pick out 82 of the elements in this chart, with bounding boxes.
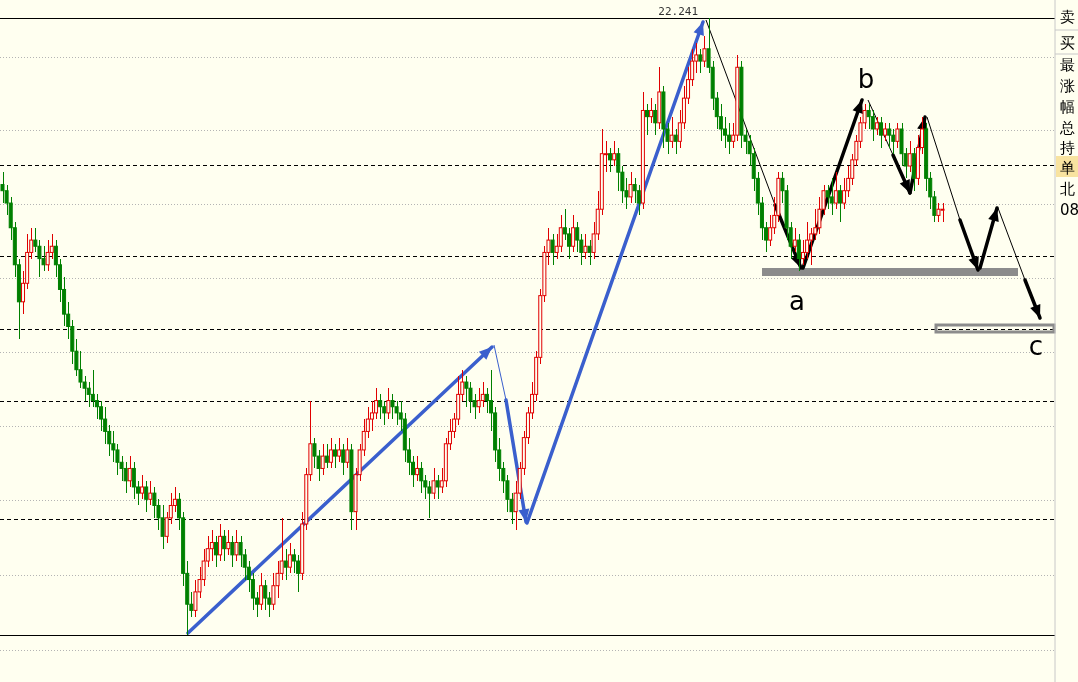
candlestick — [907, 140, 912, 173]
candlestick — [140, 474, 145, 500]
candlestick — [673, 128, 678, 155]
text: 持 — [1060, 139, 1075, 157]
candlestick — [829, 177, 834, 216]
text: 幅 — [1060, 98, 1075, 116]
candlestick — [271, 572, 276, 611]
candlestick — [583, 233, 588, 260]
candlestick — [148, 480, 153, 506]
candlestick — [193, 579, 198, 618]
annotation: b — [857, 64, 875, 94]
text: 北 — [1060, 180, 1075, 198]
candlestick — [940, 202, 945, 223]
candlestick — [575, 221, 580, 253]
candlestick — [484, 387, 489, 414]
candlestick — [127, 455, 132, 488]
candlestick — [45, 239, 50, 272]
candlestick — [419, 461, 424, 494]
candlestick — [768, 214, 773, 247]
candlestick — [230, 535, 235, 568]
candlestick — [378, 393, 383, 420]
candlestick — [632, 177, 637, 204]
candlestick — [337, 437, 342, 463]
text: 总 — [1059, 119, 1075, 137]
candlestick — [345, 437, 350, 469]
candlestick — [390, 393, 395, 420]
candlestick — [291, 548, 296, 574]
text: 08 — [1060, 201, 1078, 219]
candlestick — [238, 535, 243, 568]
candlestick — [287, 542, 292, 574]
candlestick — [653, 103, 658, 136]
candlestick — [800, 239, 805, 266]
candlestick — [833, 171, 838, 210]
candlestick — [90, 369, 95, 408]
candlestick — [333, 443, 338, 469]
candlestick — [616, 147, 621, 192]
candlestick — [612, 140, 617, 167]
candlestick — [628, 171, 633, 204]
candlestick — [431, 467, 436, 500]
text: 最 — [1060, 56, 1075, 74]
candlestick — [669, 116, 674, 149]
annotation: a — [789, 286, 805, 316]
candlestick — [222, 529, 227, 562]
candlestick — [866, 103, 871, 130]
candlestick — [587, 239, 592, 266]
candlestick — [644, 103, 649, 136]
candlestick — [283, 548, 288, 581]
candlestick — [837, 184, 842, 223]
candlestick — [341, 443, 346, 476]
annotation: 22.241 — [658, 4, 699, 18]
candlestick — [550, 233, 555, 266]
candlestick — [792, 227, 797, 253]
candlestick — [320, 443, 325, 476]
candlestick — [213, 535, 218, 568]
candlestick — [698, 48, 703, 74]
candlestick — [415, 455, 420, 482]
candlestick — [878, 116, 883, 149]
candlestick — [328, 437, 333, 469]
candlestick — [263, 579, 268, 611]
candlestick — [936, 202, 941, 223]
candlestick — [883, 122, 888, 142]
candlestick — [887, 122, 892, 149]
candlestick — [649, 97, 654, 124]
candlestick — [324, 443, 329, 469]
candlestick — [0, 171, 5, 204]
candlestick — [131, 461, 136, 500]
candlestick — [874, 116, 879, 136]
candlestick — [825, 184, 830, 210]
candlestick — [608, 147, 613, 173]
text: 卖 — [1060, 8, 1075, 26]
candlestick — [842, 177, 847, 210]
text: 涨 — [1060, 77, 1075, 95]
candlestick — [312, 437, 317, 469]
candlestick — [234, 529, 239, 562]
candlestick — [796, 233, 801, 272]
text: 买 — [1060, 34, 1075, 52]
candlestick — [226, 529, 231, 556]
annotation: c — [1028, 331, 1044, 361]
candlestick — [895, 122, 900, 149]
candlestick — [476, 387, 481, 414]
candlestick — [702, 35, 707, 68]
candlestick — [435, 474, 440, 500]
